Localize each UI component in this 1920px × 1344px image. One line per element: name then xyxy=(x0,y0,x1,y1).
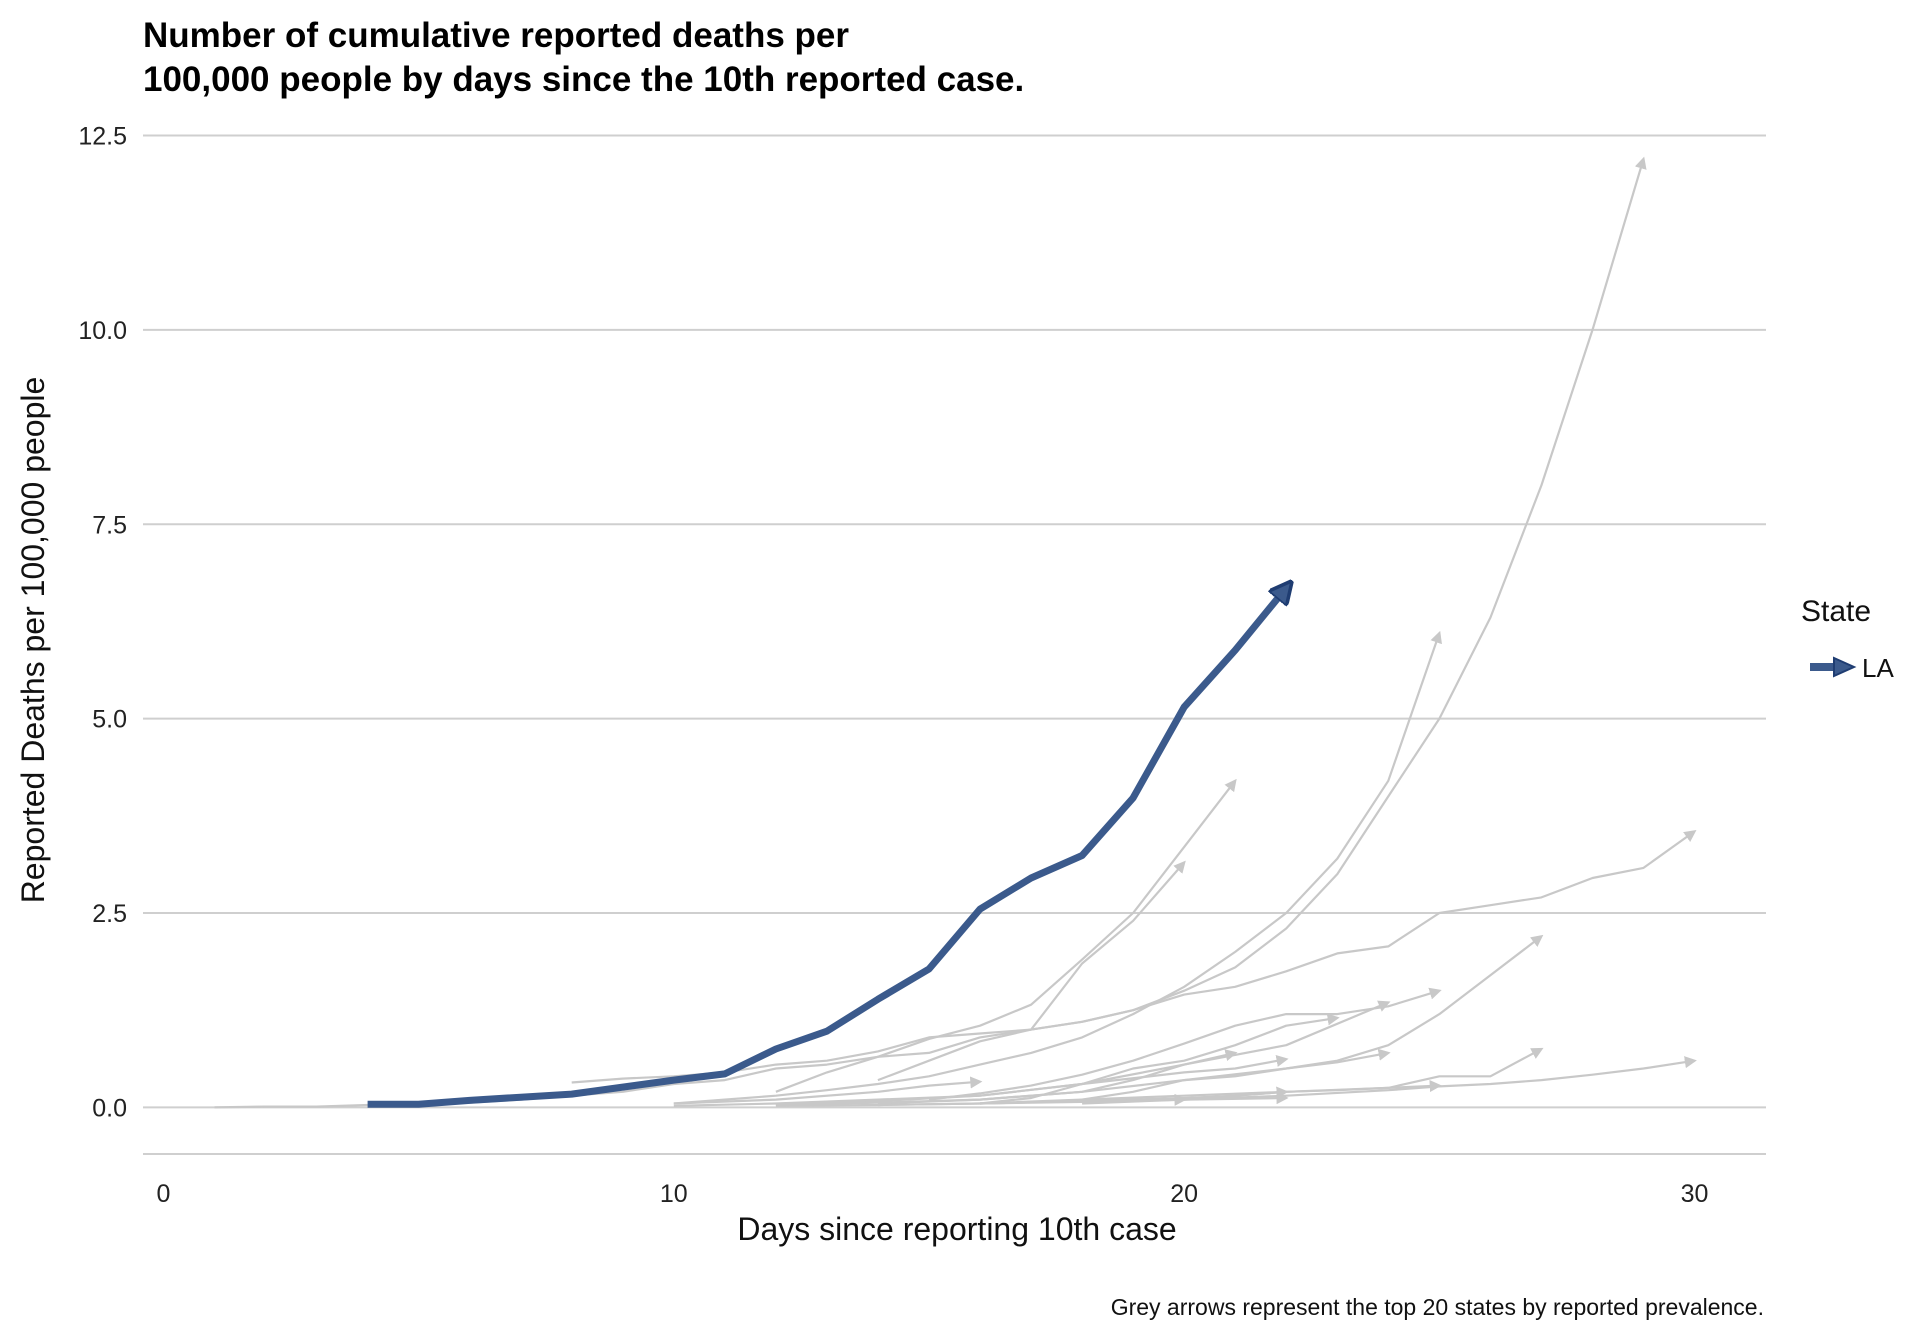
grey-series-line-14 xyxy=(979,1047,1544,1105)
grey-series-line-4 xyxy=(775,778,1237,1093)
grey-series-line-2 xyxy=(571,829,1697,1084)
y-tick-label: 5.0 xyxy=(92,706,127,734)
grey-series-line-6 xyxy=(928,987,1442,1101)
legend: State LA xyxy=(1801,595,1894,683)
chart-caption: Grey arrows represent the top 20 states … xyxy=(1110,1294,1764,1320)
x-tick-label: 30 xyxy=(1681,1180,1709,1208)
grey-series-line-10 xyxy=(1081,1048,1391,1101)
chart-title-line-2: 100,000 people by days since the 10th re… xyxy=(143,60,1025,99)
legend-title: State xyxy=(1801,595,1871,628)
chart-title: Number of cumulative reported deaths per… xyxy=(143,14,1024,102)
x-axis-title: Days since reporting 10th case xyxy=(737,1211,1176,1247)
x-tick-labels: 0 10 20 30 xyxy=(156,1180,1708,1208)
grey-series-line-13 xyxy=(673,1076,983,1105)
x-tick-label: 10 xyxy=(660,1180,688,1208)
y-tick-label: 10.0 xyxy=(78,317,127,345)
grey-series-line-5 xyxy=(877,860,1186,1082)
y-tick-label: 7.5 xyxy=(92,511,127,539)
y-tick-labels: 0.0 2.5 5.0 7.5 10.0 12.5 xyxy=(78,123,127,1123)
grey-series-line-12 xyxy=(775,1049,1238,1107)
y-tick-label: 2.5 xyxy=(92,900,127,928)
y-tick-label: 12.5 xyxy=(78,123,127,151)
y-tick-label: 0.0 xyxy=(92,1094,127,1122)
legend-label-la: LA xyxy=(1862,653,1894,683)
la-series-line xyxy=(367,588,1287,1108)
grey-series-line-15 xyxy=(1082,1056,1697,1105)
x-tick-label: 20 xyxy=(1170,1180,1198,1208)
y-axis-title: Reported Deaths per 100,000 people xyxy=(15,377,51,904)
chart-title-line-1: Number of cumulative reported deaths per xyxy=(143,16,849,55)
grid-layer xyxy=(143,134,1766,1155)
highlight-series-layer xyxy=(367,588,1287,1108)
grey-series-line-3 xyxy=(673,630,1442,1105)
grey-series-line-16 xyxy=(1184,1079,1442,1101)
grey-series-line-19 xyxy=(775,1093,1187,1107)
grey-series-layer xyxy=(214,156,1697,1109)
grey-series-line-11 xyxy=(673,1054,1289,1107)
legend-key-la xyxy=(1810,656,1857,678)
x-tick-label: 0 xyxy=(156,1180,170,1208)
